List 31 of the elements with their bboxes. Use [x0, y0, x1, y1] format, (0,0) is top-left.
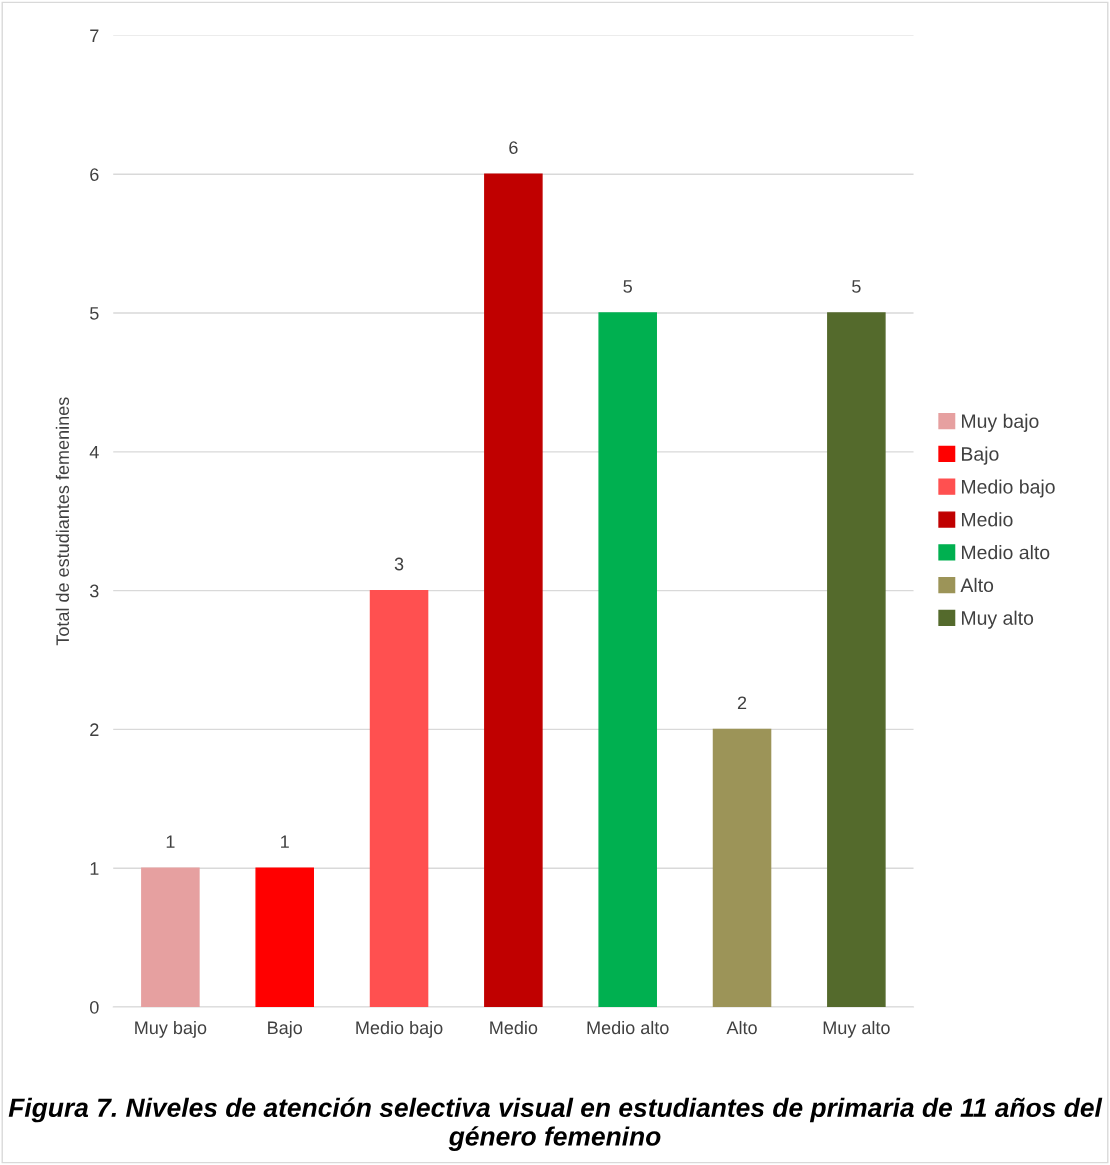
x-tick-label: Muy alto: [823, 1020, 890, 1038]
x-tick-label: Alto: [726, 1020, 757, 1035]
y-tick-label: 2: [90, 723, 99, 736]
legend-label: Medio bajo: [962, 479, 1055, 498]
x-tick-label: Medio: [490, 1020, 538, 1035]
data-label: 1: [281, 835, 289, 848]
x-tick-label: Bajo: [268, 1020, 303, 1038]
legend-label: Medio alto: [962, 545, 1050, 560]
data-label: 3: [394, 557, 404, 571]
y-tick-label: 1: [90, 862, 99, 875]
y-tick-label: 3: [89, 584, 99, 598]
data-label: 2: [737, 696, 747, 710]
legend-label: Alto: [960, 577, 994, 593]
y-tick-label: 4: [89, 445, 99, 459]
data-label: 5: [852, 280, 861, 293]
y-axis-title: Total de estudiantes femenines: [55, 397, 70, 646]
y-tick-label: 6: [90, 168, 99, 181]
legend-label: Bajo: [962, 446, 999, 465]
x-tick-label: Medio alto: [587, 1020, 669, 1035]
data-label: 1: [166, 835, 175, 848]
legend-label: Medio: [962, 512, 1013, 527]
x-tick-label: Muy bajo: [135, 1020, 207, 1038]
data-label: 5: [623, 280, 632, 293]
y-tick-label: 7: [90, 29, 99, 42]
y-tick-label: 5: [90, 307, 99, 320]
y-tick-label: 0: [90, 1000, 99, 1014]
text: Figura 7. Niveles de atención selectiva visual en estudiantes de primaria de 11 años del género femenino: [8, 1097, 1103, 1151]
x-tick-label: Medio bajo: [356, 1020, 443, 1038]
data-label: 6: [509, 141, 518, 154]
legend-label: Muy bajo: [962, 413, 1039, 432]
legend-label: Muy alto: [962, 610, 1034, 629]
